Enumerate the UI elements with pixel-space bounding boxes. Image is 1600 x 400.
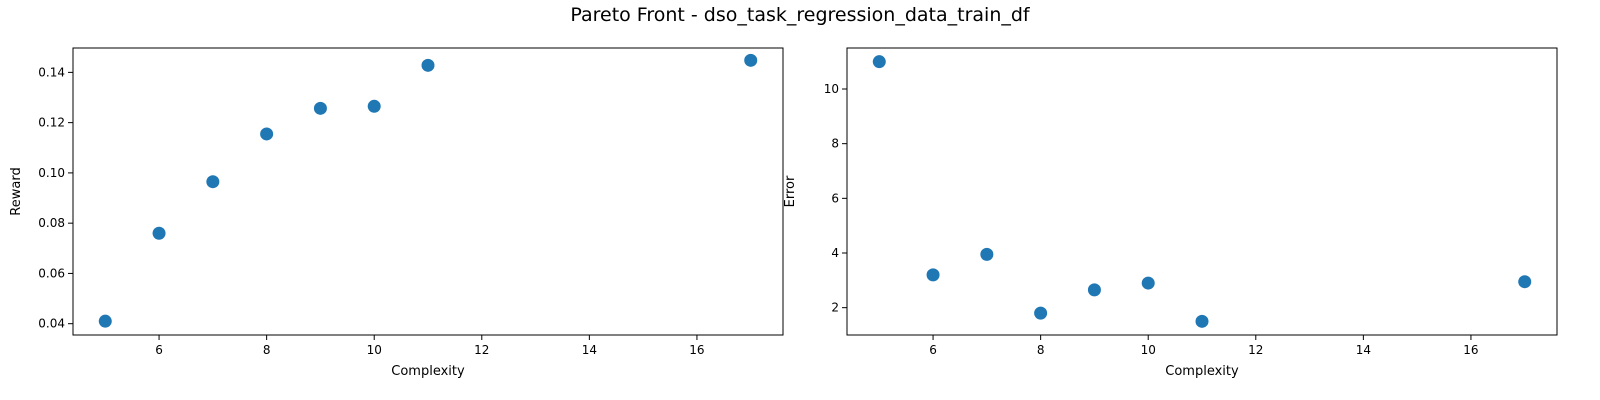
reward-data-point: [206, 175, 220, 189]
x-tick-label: 12: [1248, 343, 1263, 357]
x-tick-label: 10: [367, 343, 382, 357]
x-axis-label: Complexity: [1165, 364, 1239, 379]
x-tick-label: 14: [1356, 343, 1371, 357]
error-data-point: [1518, 275, 1532, 289]
error-data-point: [1195, 314, 1209, 328]
error-axes-frame: [846, 47, 1558, 336]
reward-data-point: [367, 99, 381, 113]
reward-vs-complexity-plot: 6 8 10 12 14 16 0.04 0.06 0.08 0.10 0.12 0.14 Comple…: [9, 47, 784, 379]
y-axis-label: Reward: [9, 167, 24, 215]
y-tick-label: 8: [831, 137, 839, 151]
reward-data-point: [260, 127, 274, 141]
reward-axes-frame: [72, 47, 784, 336]
y-tick-label: 6: [831, 191, 839, 205]
error-data-point: [926, 268, 940, 282]
reward-data-point: [98, 314, 112, 328]
y-tick-label: 0.08: [38, 216, 65, 230]
error-data-point: [1087, 283, 1101, 297]
reward-data-point: [744, 53, 758, 67]
y-tick-label: 0.04: [38, 317, 65, 331]
error-data-point: [1141, 276, 1155, 290]
x-tick-label: 8: [1037, 343, 1045, 357]
y-tick-label: 0.12: [38, 116, 65, 130]
x-tick-label: 12: [474, 343, 489, 357]
x-tick-label: 6: [155, 343, 163, 357]
y-tick-label: 10: [824, 82, 839, 96]
x-tick-label: 10: [1141, 343, 1156, 357]
x-tick-label: 8: [263, 343, 271, 357]
error-data-point: [872, 55, 886, 69]
x-tick-label: 16: [689, 343, 704, 357]
y-tick-label: 0.06: [38, 266, 65, 280]
x-tick-label: 14: [582, 343, 597, 357]
y-axis-label: Error: [783, 175, 798, 207]
reward-data-point: [313, 101, 327, 115]
y-tick-label: 2: [831, 301, 839, 315]
figure-title: Pareto Front - dso_task_regression_data_…: [570, 4, 1030, 26]
error-data-point: [980, 247, 994, 261]
y-tick-label: 4: [831, 246, 839, 260]
x-tick-label: 16: [1463, 343, 1478, 357]
y-tick-label: 0.10: [38, 166, 65, 180]
x-axis-label: Complexity: [391, 364, 465, 379]
error-vs-complexity-plot: 6 8 10 12 14 16 2 4 6 8 10 Complexity Error: [783, 47, 1558, 379]
reward-data-point: [152, 226, 166, 240]
y-tick-label: 0.14: [38, 65, 65, 79]
error-data-point: [1034, 306, 1048, 320]
reward-data-point: [421, 58, 435, 72]
x-tick-label: 6: [929, 343, 937, 357]
